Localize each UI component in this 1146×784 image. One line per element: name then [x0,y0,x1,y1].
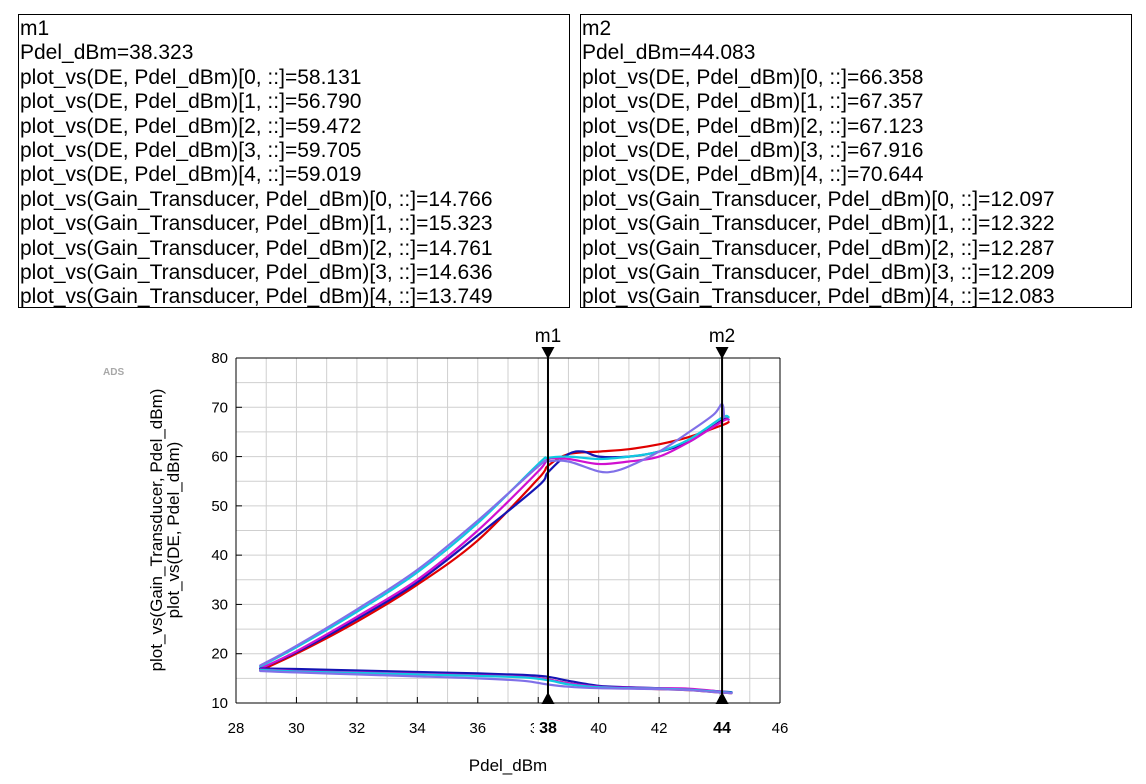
y-tick-label: 10 [211,695,228,712]
marker-readout-line: plot_vs(Gain_Transducer, Pdel_dBm)[3, ::… [582,261,1055,285]
marker-readout-line: plot_vs(DE, Pdel_dBm)[2, ::]=59.472 [20,114,362,138]
y-tick-label: 50 [211,498,228,515]
x-tick-label: 28 [228,720,245,737]
y-tick-label: 30 [211,596,228,613]
x-tick-label: 32 [349,720,366,737]
x-tick-label: 40 [590,720,607,737]
marker-readout-line: plot_vs(DE, Pdel_dBm)[1, ::]=56.790 [20,90,362,114]
marker-readout-m2: m2 Pdel_dBm=44.083 plot_vs(DE, Pdel_dBm)[0… [580,14,1132,308]
marker-readout-line: plot_vs(DE, Pdel_dBm)[2, ::]=67.123 [582,114,924,138]
marker-readout-line: Pdel_dBm=44.083 [582,41,756,65]
x-tick-label: 46 [772,720,789,737]
marker-readout-line: plot_vs(Gain_Transducer, Pdel_dBm)[0, ::… [582,187,1055,211]
marker-readout-m1: m1 Pdel_dBm=38.323 plot_vs(DE, Pdel_dBm)[0… [18,14,570,308]
marker-name: m1 [20,17,50,40]
marker-axis-label-m2: 44 [713,720,731,737]
ads-watermark: ADS [103,367,124,378]
marker-readout-line: plot_vs(Gain_Transducer, Pdel_dBm)[1, ::… [20,212,493,236]
marker-top-arrow-m2 [715,347,729,359]
marker-readout-line: plot_vs(Gain_Transducer, Pdel_dBm)[4, ::… [20,285,493,308]
marker-axis-label-bg [533,717,562,737]
series-line-0 [259,421,730,672]
marker-label-m1: m1 [535,326,561,347]
y-tick-label: 60 [211,449,228,466]
x-tick-label: 30 [288,720,305,737]
x-tick-label: 34 [409,720,426,737]
marker-top-arrow-m1 [541,347,555,359]
y-tick-label: 70 [211,399,228,416]
marker-readout-line: plot_vs(Gain_Transducer, Pdel_dBm)[1, ::… [582,212,1055,236]
y-axis-label-line: plot_vs(DE, Pdel_dBm) [164,442,183,619]
y-tick-label: 40 [211,547,228,564]
marker-readout-line: plot_vs(DE, Pdel_dBm)[4, ::]=59.019 [20,163,362,187]
y-axis-label-line: plot_vs(Gain_Transducer, Pdel_dBm) [147,389,166,672]
marker-readout-line: plot_vs(Gain_Transducer, Pdel_dBm)[4, ::… [582,285,1055,308]
series-line-4 [259,403,726,667]
marker-name: m2 [582,17,612,40]
marker-readout-line: Pdel_dBm=38.323 [20,41,194,65]
marker-readout-line: plot_vs(Gain_Transducer, Pdel_dBm)[2, ::… [582,236,1055,260]
marker-readout-line: plot_vs(DE, Pdel_dBm)[1, ::]=67.357 [582,90,924,114]
marker-label-m2: m2 [709,326,735,347]
marker-readout-line: plot_vs(Gain_Transducer, Pdel_dBm)[0, ::… [20,187,493,211]
marker-readout-line: plot_vs(Gain_Transducer, Pdel_dBm)[3, ::… [20,261,493,285]
x-tick-label: 42 [651,720,668,737]
x-axis-label: Pdel_dBm [469,756,547,775]
marker-readout-line: plot_vs(DE, Pdel_dBm)[3, ::]=59.705 [20,139,362,163]
series-line-9 [259,669,733,695]
marker-readout-line: plot_vs(DE, Pdel_dBm)[3, ::]=67.916 [582,139,924,163]
series-line-3 [259,414,730,668]
marker-bottom-arrow-m1 [541,692,555,704]
marker-readout-line: plot_vs(Gain_Transducer, Pdel_dBm)[2, ::… [20,236,493,260]
y-tick-label: 20 [211,646,228,663]
marker-readout-line: plot_vs(DE, Pdel_dBm)[0, ::]=66.358 [582,65,924,89]
marker-readout-line: plot_vs(DE, Pdel_dBm)[0, ::]=58.131 [20,65,362,89]
marker-axis-label-m1: 38 [539,720,557,737]
x-tick-label: 36 [469,720,486,737]
marker-bottom-arrow-m2 [715,692,729,704]
marker-axis-label-bg [708,717,737,737]
marker-readout-line: plot_vs(DE, Pdel_dBm)[4, ::]=70.644 [582,163,924,187]
y-tick-label: 80 [211,350,228,367]
